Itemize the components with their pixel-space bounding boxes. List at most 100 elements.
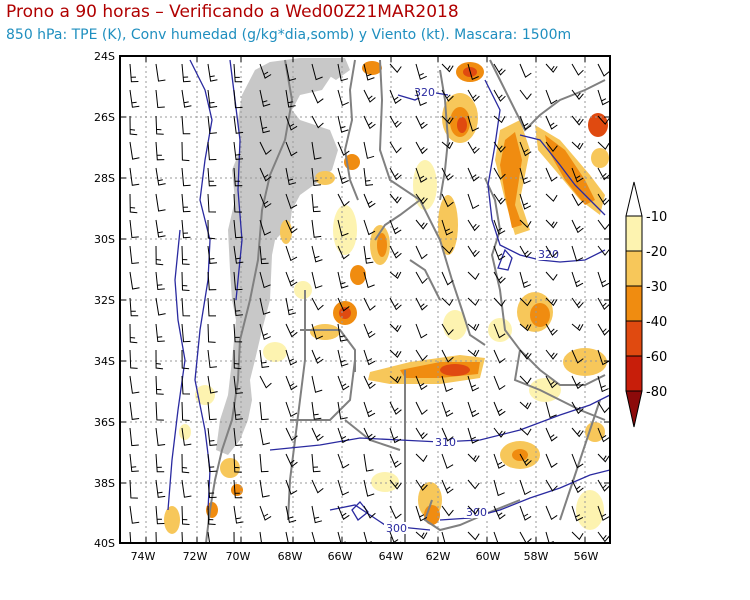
wind-barb (337, 531, 346, 543)
wind-barb (467, 219, 480, 232)
wind-barb (519, 505, 532, 521)
wind-barb (259, 479, 270, 498)
wind-barb (155, 297, 166, 316)
lon-label: 64W (379, 550, 404, 563)
wind-barb (545, 531, 554, 543)
wind-barb (259, 401, 269, 421)
wind-barb (467, 505, 480, 515)
wind-barb (493, 479, 505, 497)
wind-barb (493, 63, 506, 76)
wind-barb (493, 193, 506, 205)
wind-barb (311, 297, 324, 311)
wind-barb (597, 63, 610, 77)
longitude-axis: 74W 72W 70W 68W 66W 64W 62W 60W 58W 56W (131, 550, 599, 563)
wind-barb (337, 193, 350, 207)
wind-barb (363, 167, 374, 186)
wind-barb (181, 115, 191, 135)
wind-barb (519, 453, 532, 467)
lon-label: 70W (226, 550, 251, 563)
wind-barb (311, 349, 324, 364)
wind-barb (597, 193, 610, 206)
wind-barb (363, 427, 376, 442)
wind-barb (415, 219, 428, 230)
wind-barb (493, 375, 506, 391)
wind-barb (597, 505, 610, 521)
wind-barb (389, 349, 402, 358)
wind-barb (259, 323, 271, 340)
wind-barb (285, 323, 298, 338)
wind-barb (441, 349, 454, 363)
wind-barb (519, 167, 531, 185)
wind-barb (493, 219, 506, 235)
wind-barb (545, 375, 558, 389)
wind-barb (493, 115, 506, 124)
wind-barb (441, 479, 454, 494)
wind-barb (545, 453, 558, 468)
wind-barb (259, 89, 271, 107)
wind-barb (285, 479, 298, 495)
wind-barb (441, 297, 454, 306)
wind-barb (337, 375, 350, 391)
wind-barb (259, 141, 272, 155)
wind-barb (311, 453, 321, 473)
wind-barb (545, 349, 558, 360)
wind-barb (259, 427, 271, 446)
wind-barb (285, 141, 298, 157)
wind-barb (285, 167, 297, 186)
wind-barb (259, 193, 272, 209)
wind-barb (259, 271, 271, 289)
wind-barb (181, 193, 191, 213)
lat-label: 26S (94, 111, 115, 124)
wind-barb (259, 115, 271, 134)
wind-barb (363, 401, 376, 418)
wind-barb (129, 479, 138, 499)
wind-barb (597, 245, 610, 256)
wind-barb (337, 63, 349, 82)
lat-label: 28S (94, 172, 115, 185)
wind-barb (571, 401, 584, 415)
wind-barb (441, 63, 454, 73)
wind-barb (311, 479, 324, 494)
wind-barb (467, 297, 480, 306)
wind-barb (155, 167, 166, 186)
lon-label: 66W (328, 550, 353, 563)
wind-barb (155, 219, 166, 238)
wind-barb (363, 245, 374, 264)
wind-barb (467, 479, 480, 490)
wind-barb (311, 115, 324, 129)
wind-barb (155, 453, 165, 473)
wind-barb (181, 531, 183, 543)
wind-barb (311, 531, 316, 543)
wind-barb (597, 401, 610, 414)
wind-barb (129, 453, 139, 473)
wind-barb (493, 297, 506, 307)
wind-barb (545, 401, 557, 419)
wind-barb (415, 505, 428, 522)
wind-barb (571, 531, 584, 541)
wind-barb (207, 297, 216, 317)
wind-barb (181, 427, 192, 446)
lon-label: 58W (524, 550, 549, 563)
wind-barb (181, 453, 190, 474)
wind-barb (545, 219, 558, 229)
wind-barb (311, 89, 324, 104)
wind-barb (285, 89, 296, 108)
wind-barb (181, 167, 191, 187)
wind-barb (259, 219, 272, 236)
wind-barb (155, 89, 165, 109)
wind-barb (571, 479, 584, 494)
wind-barb (415, 479, 428, 491)
wind-barb (389, 89, 402, 104)
wind-barb (545, 297, 558, 307)
wind-barb (363, 219, 376, 236)
wind-barb (311, 401, 322, 420)
wind-barb (441, 115, 454, 125)
wind-barb (441, 89, 454, 102)
wind-barb (181, 219, 191, 239)
wind-barb (441, 453, 454, 469)
wind-barb (441, 375, 453, 392)
wind-barb (415, 297, 428, 311)
wind-barb (519, 349, 532, 360)
wind-barb (519, 141, 532, 157)
lat-label: 40S (94, 537, 115, 550)
